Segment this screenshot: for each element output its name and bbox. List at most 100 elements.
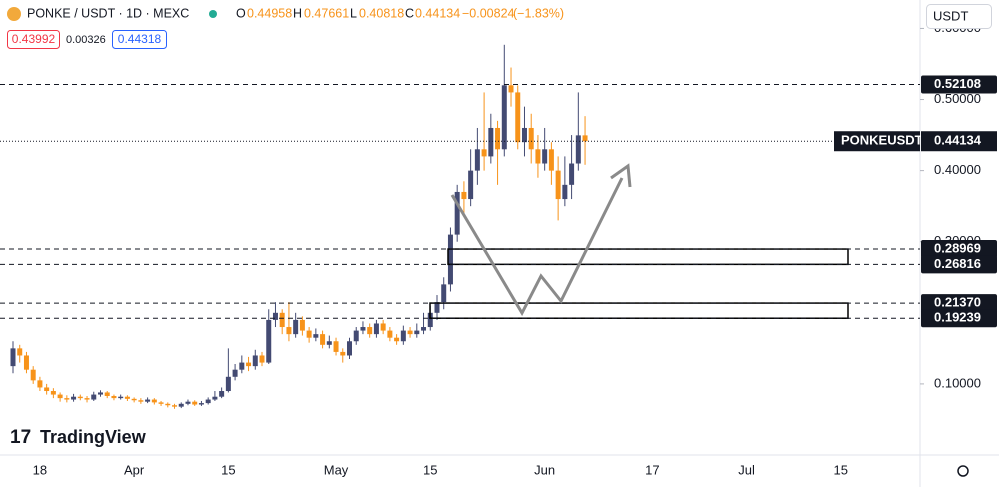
candle-body bbox=[528, 127, 534, 150]
candle-body bbox=[97, 392, 103, 395]
level-label: 0.19239 bbox=[934, 310, 981, 325]
candle-body bbox=[461, 191, 467, 200]
level-label: 0.52108 bbox=[934, 76, 981, 91]
candle-body bbox=[10, 348, 16, 367]
x-tick-label: Apr bbox=[124, 462, 145, 477]
change-percent: (−1.83%) bbox=[513, 6, 564, 20]
candle-body bbox=[172, 405, 178, 407]
candle-body bbox=[279, 312, 285, 328]
candle-body bbox=[380, 323, 386, 331]
x-tick-label: Jun bbox=[534, 462, 555, 477]
candle-body bbox=[407, 330, 413, 335]
candle-body bbox=[548, 149, 554, 171]
candle-body bbox=[192, 401, 198, 405]
candle-body bbox=[555, 170, 561, 200]
candle-body bbox=[23, 355, 29, 370]
arrow-head bbox=[610, 163, 632, 188]
candle-body bbox=[57, 394, 63, 399]
candle-body bbox=[495, 127, 501, 150]
candle-body bbox=[246, 362, 252, 367]
candle-body bbox=[508, 85, 514, 93]
candle-body bbox=[272, 312, 278, 320]
candle-body bbox=[387, 330, 393, 338]
high-label: H bbox=[293, 6, 302, 20]
candle-body bbox=[454, 191, 460, 235]
candle-body bbox=[481, 149, 487, 157]
candle-body bbox=[447, 234, 453, 285]
level-label-box bbox=[921, 255, 997, 274]
candle-body bbox=[575, 135, 581, 164]
currency-label: USDT bbox=[933, 8, 968, 23]
candle-body bbox=[124, 396, 130, 399]
candle-body bbox=[118, 396, 124, 399]
candle-body bbox=[232, 369, 238, 377]
symbol-icon bbox=[7, 7, 21, 21]
level-label-box bbox=[921, 75, 997, 94]
candle-body bbox=[77, 396, 83, 399]
currency-dropdown[interactable] bbox=[926, 4, 992, 29]
level-label-box bbox=[921, 309, 997, 328]
bid-price: 0.43992 bbox=[12, 32, 56, 46]
candle-body bbox=[293, 319, 299, 335]
candle-body bbox=[333, 341, 339, 352]
candle-body bbox=[17, 348, 23, 356]
candle-body bbox=[145, 399, 151, 402]
change-value: −0.00824 bbox=[462, 6, 515, 20]
low-value: 0.40818 bbox=[359, 6, 404, 20]
candle-body bbox=[131, 398, 137, 401]
ticker-label-box bbox=[834, 131, 920, 152]
candle-body bbox=[468, 170, 474, 200]
brand: TradingView bbox=[40, 427, 147, 447]
candle-body bbox=[320, 334, 326, 345]
spread: 0.00326 bbox=[66, 34, 106, 46]
candle-body bbox=[360, 327, 366, 331]
candle-body bbox=[84, 398, 90, 400]
candle-body bbox=[394, 337, 400, 342]
ticker-label: PONKEUSDT bbox=[841, 133, 923, 148]
candle-body bbox=[71, 396, 77, 400]
level-label: 0.26816 bbox=[934, 256, 981, 271]
candle-body bbox=[64, 398, 70, 400]
time-axis: 18 Apr 15 May 15 Jun 17 Jul 15 bbox=[33, 462, 848, 477]
x-tick-label: 17 bbox=[645, 462, 659, 477]
candle-body bbox=[562, 184, 568, 200]
price-label-box bbox=[921, 131, 997, 152]
candle-body bbox=[225, 376, 231, 392]
candle-body bbox=[151, 399, 157, 403]
symbol-title[interactable]: PONKE / USDT · 1D · MEXC bbox=[27, 6, 189, 20]
close-label: C bbox=[405, 6, 414, 20]
x-tick-label: 15 bbox=[221, 462, 235, 477]
candle-body bbox=[30, 369, 36, 381]
candle-body bbox=[219, 391, 225, 397]
candle-body bbox=[111, 395, 117, 399]
candle-body bbox=[542, 149, 548, 164]
candle-body bbox=[367, 327, 373, 335]
x-tick-label: 15 bbox=[834, 462, 848, 477]
y-tick-label: 0.10000 bbox=[934, 375, 981, 390]
candle-body bbox=[501, 85, 507, 150]
low-label: L bbox=[350, 6, 357, 20]
candle-body bbox=[178, 403, 184, 407]
ask-box[interactable] bbox=[112, 30, 167, 49]
y-tick-label: 0.40000 bbox=[934, 162, 981, 177]
price-label: 0.44134 bbox=[934, 133, 982, 148]
candle-body bbox=[373, 323, 379, 335]
candle-body bbox=[488, 127, 494, 157]
candle-body bbox=[441, 284, 447, 303]
candle-body bbox=[138, 400, 144, 402]
candle-body bbox=[306, 330, 312, 338]
level-label: 0.21370 bbox=[934, 295, 981, 310]
candle-body bbox=[569, 163, 575, 185]
candle-body bbox=[266, 319, 272, 363]
bid-box[interactable] bbox=[7, 30, 60, 49]
open-label: O bbox=[236, 6, 246, 20]
candle-body bbox=[198, 403, 204, 405]
settings-button[interactable] bbox=[957, 465, 969, 477]
candle-body bbox=[521, 127, 527, 143]
candle-body bbox=[158, 402, 164, 404]
candle-body bbox=[205, 399, 211, 404]
plot bbox=[0, 44, 920, 409]
candle-body bbox=[50, 391, 56, 395]
candle-body bbox=[239, 362, 245, 370]
